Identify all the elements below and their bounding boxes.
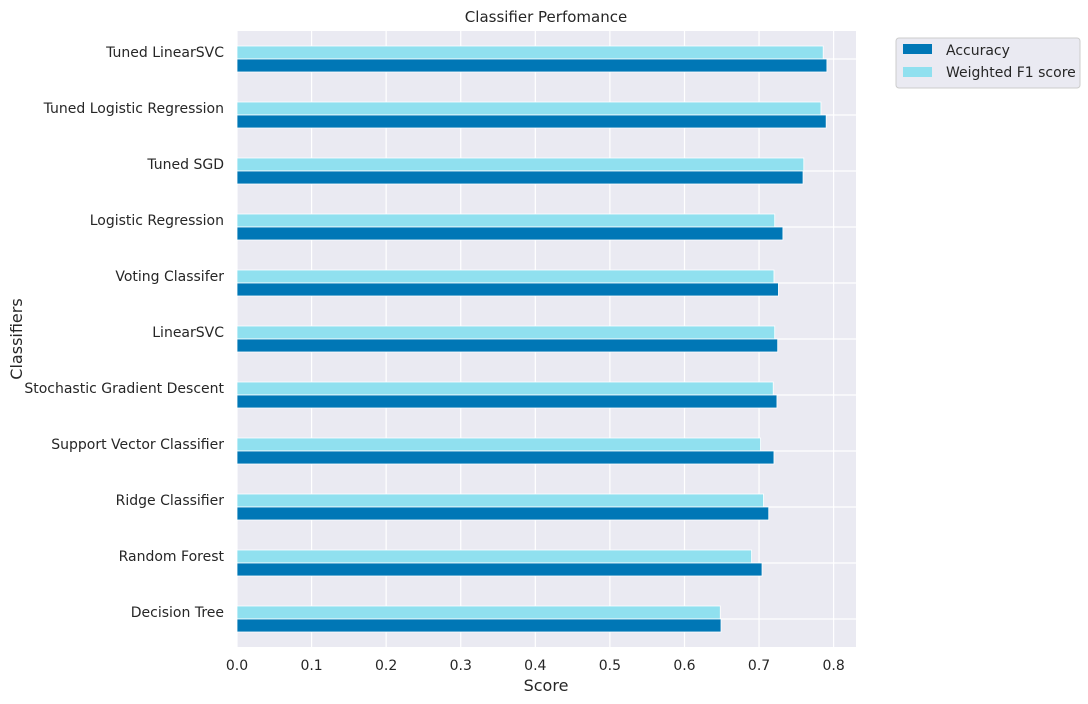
x-tick-label: 0.7 [748,658,770,674]
y-tick-label: Support Vector Classifier [51,437,224,453]
bar-weighted-f1-score-linearsvc [236,325,776,340]
y-tick-label: LinearSVC [152,325,224,341]
y-axis-label: Classifiers [7,298,26,379]
legend-swatch-weighted-f1 [903,67,932,77]
tick-labels: 0.0 0.1 0.2 0.3 0.4 0.5 0.6 0.7 0.8 Tuned LinearS… [24,45,844,674]
bar-accuracy-logistic-regression [236,226,784,241]
y-tick-label: Voting Classifer [115,269,224,285]
bar-weighted-f1-score-support-vector-classifier [236,437,761,452]
legend-swatch-accuracy [903,44,932,54]
bar-accuracy-random-forest [236,562,763,577]
bar-accuracy-tuned-linearsvc [236,58,828,73]
y-tick-label: Logistic Regression [90,213,224,229]
bar-accuracy-decision-tree [236,618,722,633]
bar-accuracy-tuned-sgd [236,170,804,185]
x-tick-label: 0.1 [300,658,322,674]
y-tick-label: Ridge Classifier [116,493,225,509]
x-tick-label: 0.8 [822,658,844,674]
bar-accuracy-stochastic-gradient-descent [236,394,778,409]
x-axis-label: Score [524,676,569,695]
bars [236,45,828,633]
y-tick-label: Decision Tree [131,605,224,621]
x-tick-label: 0.5 [599,658,621,674]
x-tick-label: 0.2 [375,658,397,674]
bar-accuracy-linearsvc [236,338,779,353]
x-tick-label: 0.6 [673,658,695,674]
bar-weighted-f1-score-ridge-classifier [236,493,764,508]
bar-accuracy-tuned-logistic-regression [236,114,827,129]
bar-accuracy-ridge-classifier [236,506,770,521]
x-tick-label: 0.4 [524,658,546,674]
legend-box [895,37,1081,89]
y-tick-label: Stochastic Gradient Descent [24,381,224,397]
x-tick-label: 0.3 [450,658,472,674]
bar-weighted-f1-score-tuned-linearsvc [236,45,824,60]
bar-weighted-f1-score-tuned-logistic-regression [236,101,822,116]
bar-weighted-f1-score-decision-tree [236,605,721,620]
y-tick-label: Random Forest [119,549,225,565]
bar-weighted-f1-score-random-forest [236,549,752,564]
y-tick-label: Tuned SGD [146,157,224,173]
bar-weighted-f1-score-voting-classifer [236,269,775,284]
legend: Accuracy Weighted F1 score [895,37,1081,89]
bar-weighted-f1-score-stochastic-gradient-descent [236,381,774,396]
bar-weighted-f1-score-logistic-regression [236,213,776,228]
y-tick-label: Tuned Logistic Regression [43,101,224,117]
y-tick-label: Tuned LinearSVC [105,45,224,61]
legend-label-weighted-f1: Weighted F1 score [946,65,1076,81]
x-tick-label: 0.0 [226,658,248,674]
bar-accuracy-support-vector-classifier [236,450,775,465]
bar-accuracy-voting-classifer [236,282,779,297]
chart-title: Classifier Perfomance [465,8,627,26]
legend-label-accuracy: Accuracy [946,43,1010,59]
bar-weighted-f1-score-tuned-sgd [236,157,805,172]
